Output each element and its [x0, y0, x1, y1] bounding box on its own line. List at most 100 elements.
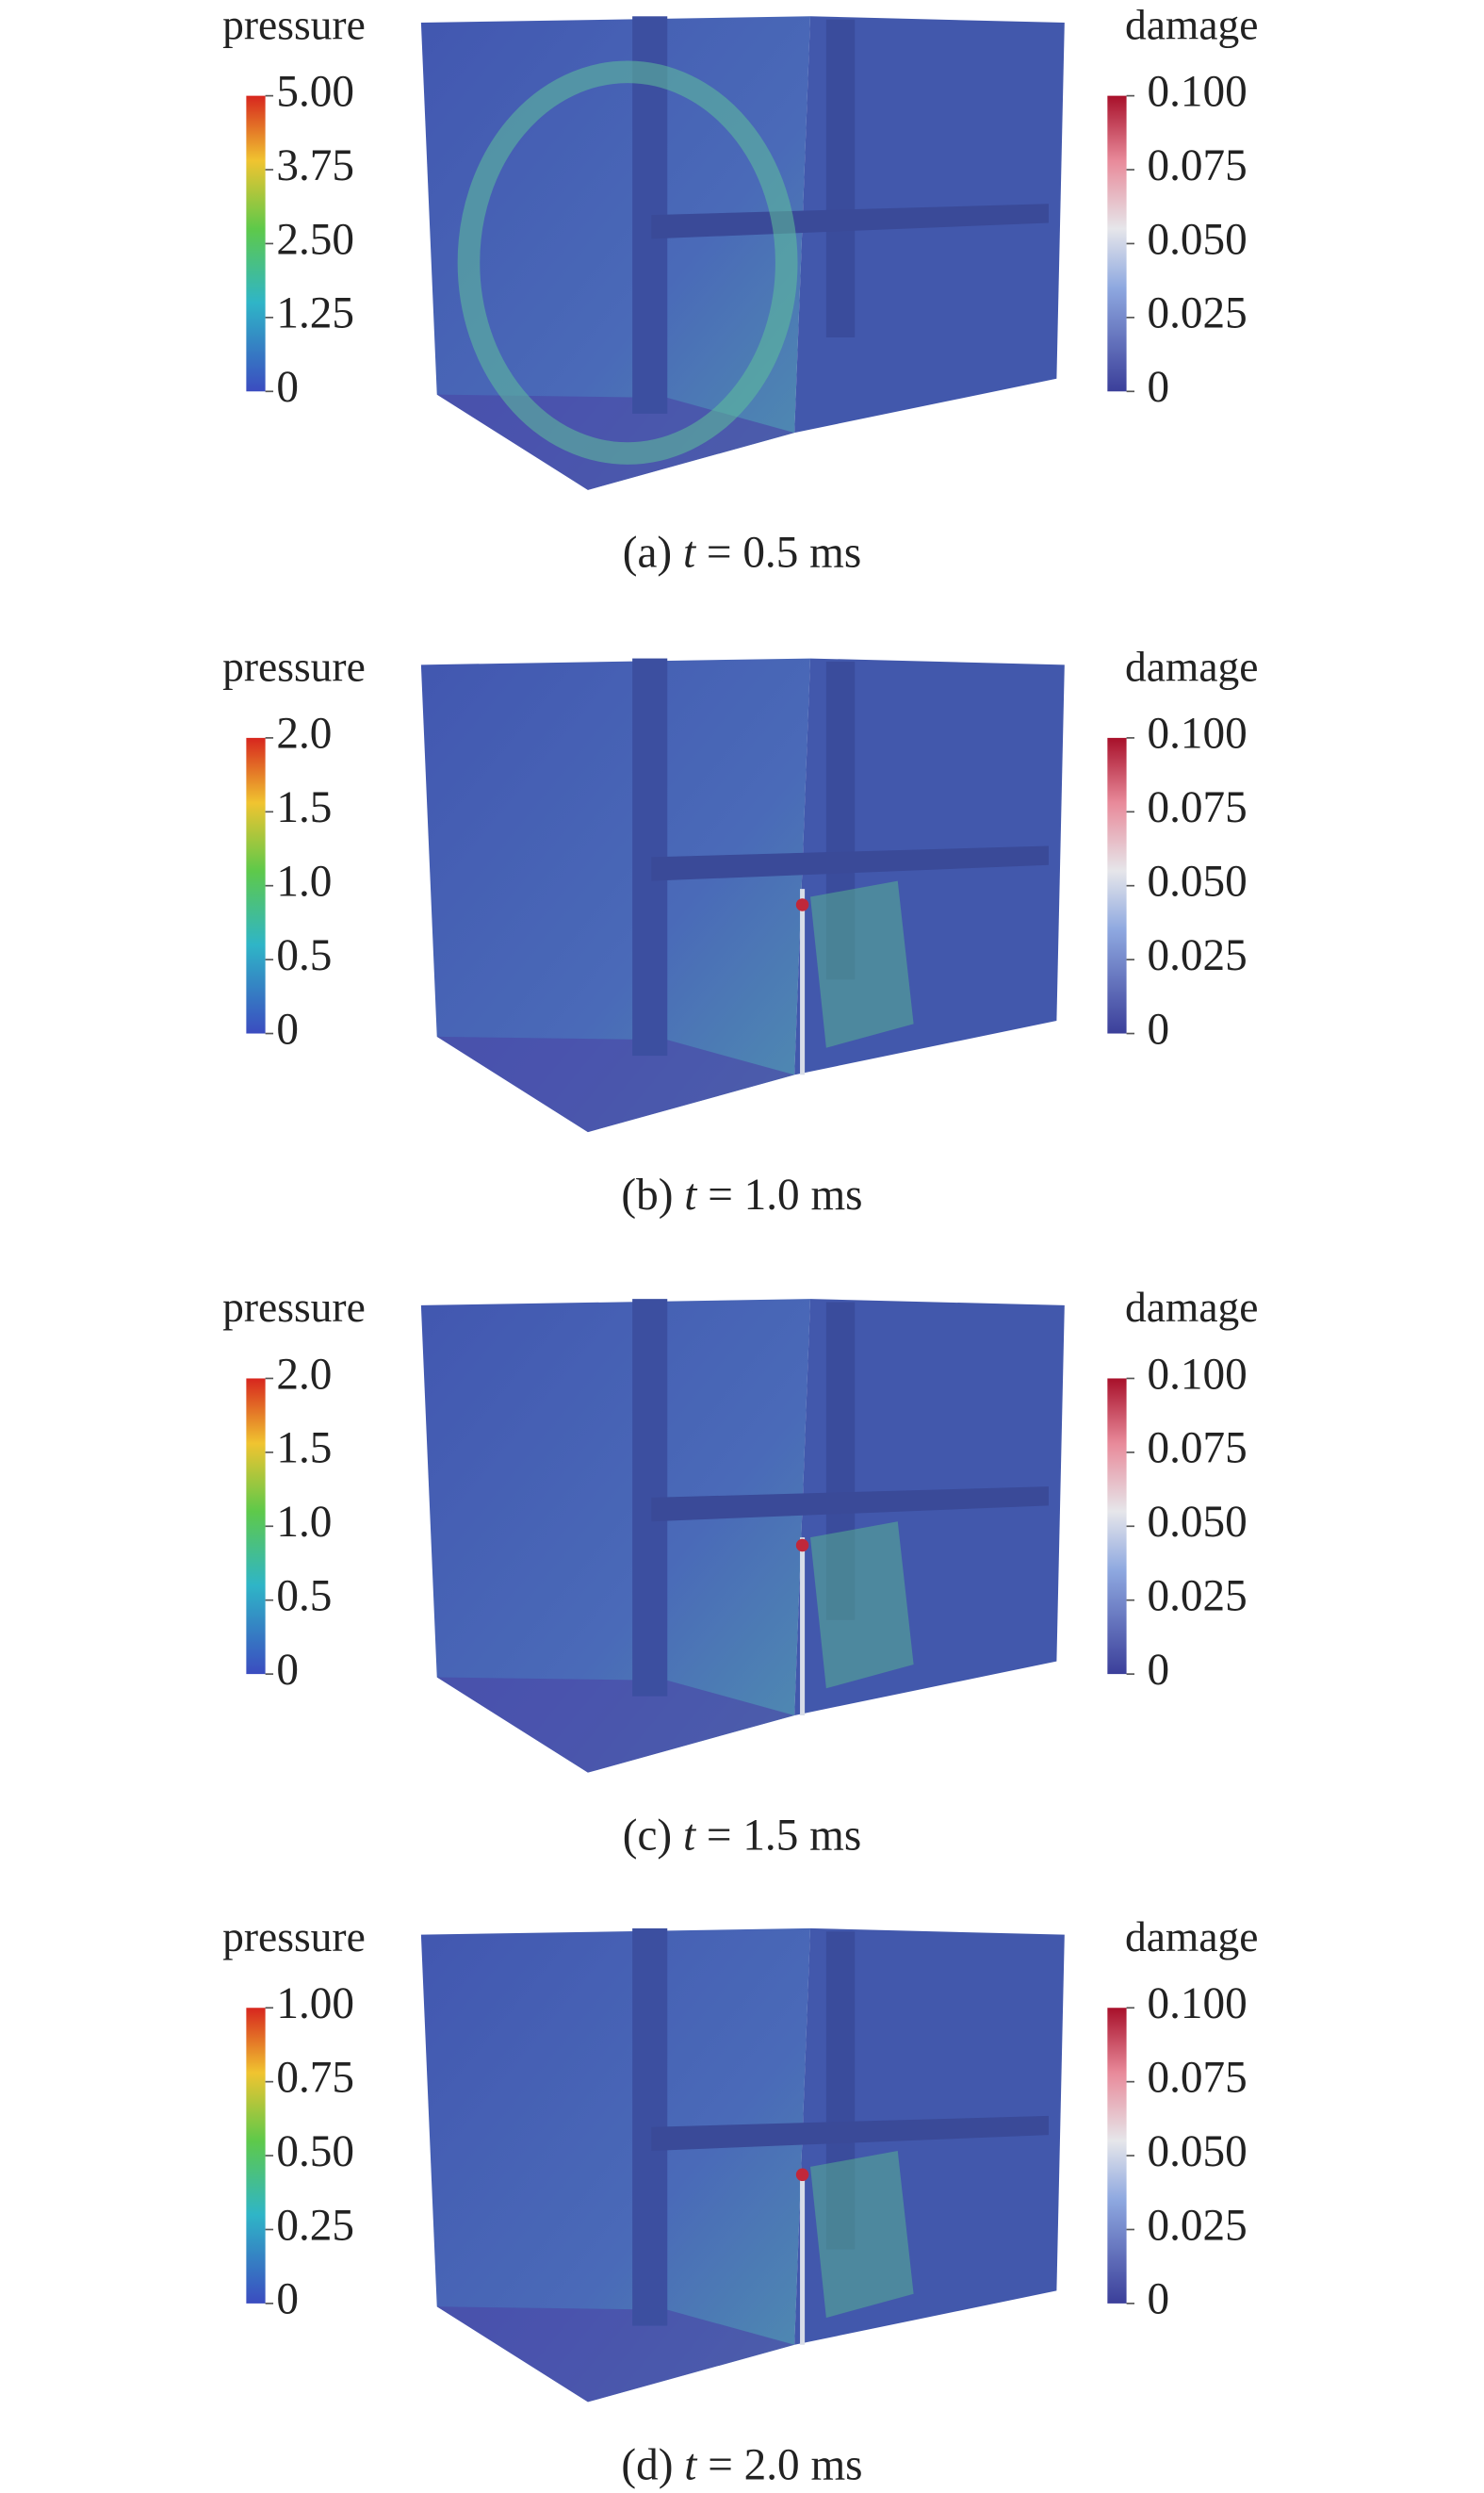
pressure-tick-label: 0 [276, 1005, 299, 1054]
damage-tick-label: 0.025 [1148, 289, 1248, 338]
pressure-patch [810, 880, 914, 1048]
pressure-tick-label: 0 [276, 363, 299, 412]
slab [651, 204, 1049, 239]
damage-tick-label: 0.075 [1148, 783, 1248, 832]
pressure-label: pressure [222, 0, 366, 48]
caption: (a) t = 0.5 ms [623, 528, 861, 577]
caption-prefix: (d) [621, 2440, 673, 2489]
damage-tick-label: 0.075 [1148, 141, 1248, 190]
caption-prefix: (a) [623, 528, 672, 577]
pressure-wave [457, 60, 798, 465]
damage-tick-label: 0 [1148, 2275, 1170, 2324]
caption-var: t [684, 2440, 698, 2489]
slab [651, 1486, 1049, 1522]
pressure-label: pressure [222, 1283, 366, 1331]
floor [436, 2306, 795, 2403]
damage-tick-label: 0.050 [1148, 858, 1248, 907]
damage-spot [795, 1538, 809, 1552]
floor [436, 1677, 795, 1773]
panel: pressure 2.0 1.5 1.0 0.5 0 damage 0.100 0.075 0.0… [222, 643, 1258, 1220]
pressure-tick-label: 2.50 [276, 215, 354, 264]
damage-tick-label: 0.100 [1148, 710, 1248, 759]
caption-rest: = 0.5 ms [707, 528, 861, 577]
caption-rest: = 1.5 ms [707, 1811, 861, 1860]
caption-rest: = 1.0 ms [708, 1171, 862, 1220]
pressure-patch [810, 1521, 914, 1689]
caption-prefix: (b) [621, 1171, 673, 1220]
left-face [420, 658, 811, 1133]
damage-tick-label: 0 [1148, 1646, 1170, 1695]
panel: pressure 1.00 0.75 0.50 0.25 0 damage 0.100 0.07… [222, 1912, 1258, 2489]
damage-label: damage [1125, 0, 1259, 48]
pressure-tick-label: 0 [276, 1646, 299, 1695]
damage-label: damage [1125, 1283, 1259, 1331]
pressure-tick-label: 0.5 [276, 931, 332, 980]
rendering [420, 1299, 1065, 1773]
pressure-tick-label: 2.0 [276, 710, 332, 759]
caption-var: t [683, 1811, 697, 1860]
slab [651, 845, 1049, 881]
floor [436, 1036, 795, 1133]
caption-prefix: (c) [623, 1811, 672, 1860]
pressure-colorbar [246, 737, 266, 1034]
damage-tick-label: 0.050 [1148, 1498, 1248, 1547]
damage-tick-label: 0 [1148, 363, 1170, 412]
panel: pressure 5.00 3.75 2.50 1.25 0 damage 0.100 0.07… [222, 0, 1258, 577]
pressure-tick-label: 0.5 [276, 1572, 332, 1621]
rendering [420, 1927, 1065, 2403]
pressure-colorbar [246, 2008, 266, 2304]
pressure-patch [810, 2151, 914, 2319]
pressure-tick-label: 1.00 [276, 1979, 354, 2028]
pressure-tick-label: 2.0 [276, 1350, 332, 1399]
left-face [420, 1299, 811, 1773]
damage-tick-label: 0.050 [1148, 215, 1248, 264]
pressure-tick-label: 0.25 [276, 2201, 354, 2250]
damage-colorbar [1107, 2008, 1127, 2304]
pressure-tick-label: 5.00 [276, 67, 354, 116]
damage-colorbar [1107, 95, 1127, 392]
damage-colorbar [1107, 737, 1127, 1034]
damage-tick-label: 0.100 [1148, 67, 1248, 116]
caption: (b) t = 1.0 ms [621, 1171, 862, 1220]
damage-spot [795, 2168, 809, 2182]
damage-tick-label: 0.025 [1148, 931, 1248, 980]
pressure-tick-label: 3.75 [276, 141, 354, 190]
pressure-tick-label: 1.0 [276, 1498, 332, 1547]
damage-spot [795, 898, 809, 911]
pressure-tick-label: 0.75 [276, 2053, 354, 2102]
caption: (d) t = 2.0 ms [621, 2440, 862, 2489]
pressure-tick-label: 1.5 [276, 1424, 332, 1473]
damage-tick-label: 0.100 [1148, 1350, 1248, 1399]
rendering [420, 658, 1065, 1133]
damage-tick-label: 0.075 [1148, 1424, 1248, 1473]
damage-tick-label: 0.050 [1148, 2127, 1248, 2176]
panel: pressure 2.0 1.5 1.0 0.5 0 damage 0.100 0.075 0.0… [222, 1283, 1258, 1860]
damage-tick-label: 0.075 [1148, 2053, 1248, 2102]
left-face [420, 1927, 811, 2403]
pressure-tick-label: 1.25 [276, 289, 354, 338]
pressure-label: pressure [222, 1912, 366, 1960]
caption: (c) t = 1.5 ms [623, 1811, 861, 1860]
pressure-colorbar [246, 95, 266, 392]
caption-var: t [683, 528, 697, 577]
damage-colorbar [1107, 1378, 1127, 1675]
column [825, 19, 856, 337]
pressure-tick-label: 0.50 [276, 2127, 354, 2176]
caption-rest: = 2.0 ms [708, 2440, 862, 2489]
pressure-tick-label: 0 [276, 2275, 299, 2324]
damage-tick-label: 0.025 [1148, 1572, 1248, 1621]
pressure-colorbar [246, 1378, 266, 1675]
pressure-tick-label: 1.0 [276, 858, 332, 907]
caption-var: t [684, 1171, 698, 1220]
damage-tick-label: 0.025 [1148, 2201, 1248, 2250]
rendering [420, 16, 1065, 490]
pressure-tick-label: 1.5 [276, 783, 332, 832]
pressure-label: pressure [222, 643, 366, 691]
damage-tick-label: 0.100 [1148, 1979, 1248, 2028]
damage-label: damage [1125, 643, 1259, 691]
damage-label: damage [1125, 1912, 1259, 1960]
slab [651, 2115, 1049, 2152]
damage-tick-label: 0 [1148, 1005, 1170, 1054]
